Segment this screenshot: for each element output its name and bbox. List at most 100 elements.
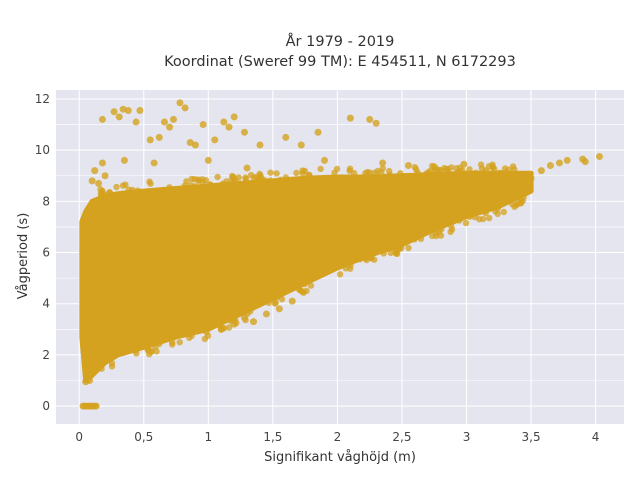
outlier-point — [136, 106, 144, 114]
outlier-point — [220, 118, 228, 126]
outlier-point — [456, 197, 464, 205]
outlier-point — [91, 167, 99, 175]
edge-point — [106, 189, 113, 196]
edge-point — [207, 181, 214, 189]
zero-period-point — [92, 402, 100, 410]
x-tick-label: 0,5 — [134, 430, 153, 444]
outlier-point — [537, 167, 545, 175]
edge-point — [183, 178, 190, 185]
outlier-point — [256, 141, 264, 149]
edge-point — [125, 186, 132, 193]
edge-point — [386, 171, 393, 179]
edge-point — [466, 166, 473, 173]
edge-point — [350, 169, 358, 177]
outlier-point — [563, 156, 571, 164]
edge-point — [397, 170, 404, 177]
x-tick-label: 2 — [334, 430, 342, 444]
x-tick-label: 4 — [592, 430, 600, 444]
edge-point — [301, 167, 309, 175]
edge-point — [363, 256, 370, 264]
edge-point — [265, 299, 272, 306]
x-tick-label: 2,5 — [392, 430, 411, 444]
edge-point — [431, 226, 439, 233]
outlier-point — [555, 159, 563, 167]
outlier-point — [150, 159, 158, 167]
outlier-point — [98, 159, 106, 167]
chart-title-line-1: År 1979 - 2019 — [286, 33, 395, 50]
outlier-point — [176, 99, 184, 107]
outlier-point — [514, 170, 522, 178]
outlier-point — [297, 141, 305, 149]
outlier-point — [527, 174, 535, 182]
edge-point — [411, 236, 418, 243]
edge-point — [300, 289, 307, 296]
edge-point — [387, 249, 394, 257]
edge-point — [146, 178, 153, 185]
edge-point — [517, 200, 524, 207]
outlier-point — [482, 167, 490, 175]
outlier-point — [166, 123, 174, 131]
edge-point — [267, 177, 274, 184]
outlier-point — [475, 199, 483, 207]
edge-point — [99, 189, 106, 196]
edge-point — [411, 164, 419, 171]
dense-cloud-envelope — [79, 170, 534, 383]
x-axis-title: Signifikant våghöjd (m) — [264, 450, 416, 465]
outlier-point — [379, 159, 387, 167]
edge-point — [133, 350, 140, 357]
outlier-point — [314, 128, 322, 136]
outlier-point — [346, 114, 354, 122]
outlier-point — [95, 179, 103, 187]
outlier-point — [230, 320, 238, 328]
outlier-point — [275, 305, 283, 313]
outlier-point — [191, 141, 199, 149]
x-tick-label: 0 — [75, 430, 83, 444]
edge-point — [496, 169, 503, 177]
edge-point — [380, 250, 387, 257]
x-tick-label: 1,5 — [263, 430, 282, 444]
outlier-point — [115, 113, 123, 121]
y-axis-title: Vågperiod (s) — [16, 213, 31, 300]
y-tick-label: 2 — [42, 348, 50, 362]
edge-point — [242, 175, 250, 183]
outlier-point — [124, 106, 132, 114]
outlier-point — [243, 164, 251, 172]
outlier-point — [288, 297, 296, 305]
edge-point — [405, 244, 412, 252]
y-tick-label: 8 — [42, 194, 50, 208]
outlier-point — [240, 128, 248, 136]
edge-point — [448, 164, 455, 171]
edge-point — [219, 180, 227, 187]
outlier-point — [211, 136, 219, 144]
edge-point — [225, 324, 233, 331]
edge-point — [267, 169, 274, 176]
outlier-point — [88, 177, 96, 185]
edge-point — [472, 169, 479, 176]
edge-point — [336, 271, 344, 278]
y-tick-label: 0 — [42, 399, 50, 413]
edge-point — [277, 176, 284, 184]
edge-point — [333, 165, 341, 173]
outlier-point — [86, 376, 94, 384]
y-tick-label: 12 — [35, 92, 50, 106]
edge-point — [477, 161, 485, 168]
edge-point — [188, 175, 195, 183]
edge-point — [273, 170, 280, 177]
edge-point — [156, 340, 163, 347]
edge-point — [278, 296, 286, 303]
scatter-points — [79, 99, 603, 410]
outlier-point — [169, 115, 177, 123]
edge-point — [169, 339, 176, 346]
edge-point — [232, 177, 239, 184]
x-tick-label: 3 — [463, 430, 471, 444]
edge-point — [500, 208, 507, 216]
outlier-point — [132, 118, 140, 126]
edge-point — [520, 194, 527, 201]
edge-point — [272, 299, 279, 306]
outlier-point — [321, 156, 329, 164]
y-tick-label: 6 — [42, 246, 50, 260]
outlier-point — [595, 153, 603, 161]
edge-point — [204, 332, 212, 339]
outlier-point — [120, 156, 128, 164]
